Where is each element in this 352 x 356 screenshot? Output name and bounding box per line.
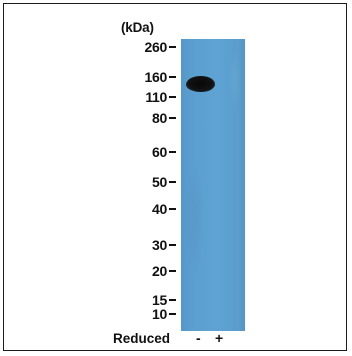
marker-tick: [169, 299, 176, 302]
marker-60-kda: 60: [152, 144, 176, 160]
marker-tick: [169, 313, 176, 316]
protein-band-non-reduced: [185, 75, 216, 93]
marker-30-kda: 30: [152, 237, 176, 253]
marker-260-kda: 260: [145, 39, 176, 55]
marker-110-kda: 110: [145, 89, 176, 105]
marker-label: 60: [152, 144, 167, 160]
marker-tick: [169, 151, 176, 154]
marker-label: 50: [152, 174, 167, 190]
marker-tick: [169, 96, 176, 99]
marker-tick: [169, 76, 176, 79]
marker-label: 30: [152, 237, 167, 253]
marker-40-kda: 40: [152, 201, 176, 217]
marker-80-kda: 80: [152, 110, 176, 126]
marker-160-kda: 160: [145, 69, 176, 85]
marker-label: 80: [152, 110, 167, 126]
marker-10-kda: 10: [152, 306, 176, 322]
marker-label: 15: [152, 292, 167, 308]
marker-20-kda: 20: [152, 263, 176, 279]
marker-label: 40: [152, 201, 167, 217]
marker-tick: [169, 208, 176, 211]
marker-label: 260: [144, 39, 168, 55]
marker-label: 20: [152, 263, 167, 279]
lane-sign-reduced: +: [215, 330, 224, 346]
marker-tick: [169, 46, 176, 49]
marker-tick: [169, 244, 176, 247]
marker-15-kda: 15: [152, 292, 176, 308]
marker-label: 110: [145, 89, 167, 105]
marker-label: 160: [144, 69, 168, 85]
lane-sign-non-reduced: -: [196, 330, 201, 346]
reduced-label: Reduced: [113, 331, 171, 346]
marker-50-kda: 50: [152, 174, 176, 190]
marker-tick: [169, 270, 176, 273]
marker-label: 10: [152, 306, 167, 322]
blot-membrane: [181, 39, 245, 331]
figure-frame: [3, 3, 347, 351]
marker-tick: [169, 117, 176, 120]
marker-tick: [169, 181, 176, 184]
kda-unit-label: (kDa): [121, 20, 154, 35]
